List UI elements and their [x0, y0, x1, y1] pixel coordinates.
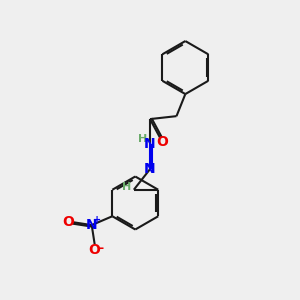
Text: H: H [122, 182, 131, 192]
Text: H: H [138, 134, 147, 144]
Text: +: + [93, 215, 101, 225]
Text: -: - [99, 242, 104, 255]
Text: N: N [86, 218, 98, 232]
Text: N: N [144, 137, 156, 151]
Text: O: O [156, 135, 168, 149]
Text: O: O [89, 243, 100, 257]
Text: O: O [62, 215, 74, 229]
Text: N: N [144, 162, 156, 176]
